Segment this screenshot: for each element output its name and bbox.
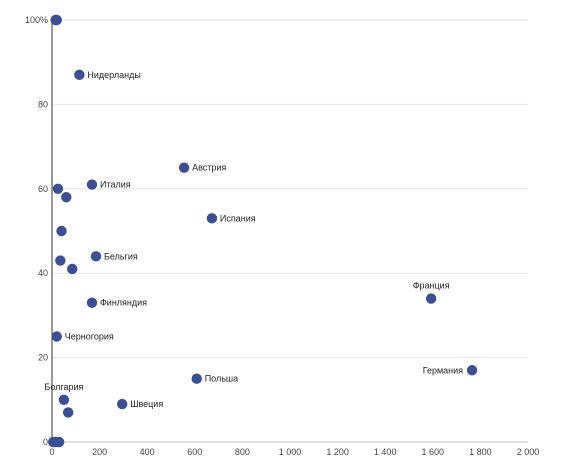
x-tick-label: 400 bbox=[140, 447, 155, 457]
data-point bbox=[86, 297, 98, 308]
point-label: Германия bbox=[423, 365, 463, 375]
y-axis-ticks: 0 20 40 60 80 100% bbox=[25, 15, 48, 447]
data-point bbox=[52, 183, 64, 194]
data-point bbox=[62, 407, 74, 418]
point-label: Болгария bbox=[44, 382, 83, 392]
x-tick-label: 1 000 bbox=[279, 447, 302, 457]
x-tick-label: 600 bbox=[187, 447, 202, 457]
y-tick-label: 20 bbox=[38, 353, 48, 363]
data-point bbox=[51, 14, 62, 26]
point-label: Бельгия bbox=[104, 251, 138, 261]
point-label: Италия bbox=[100, 180, 131, 190]
data-point bbox=[117, 398, 128, 410]
point-label: Польша bbox=[205, 374, 238, 384]
data-point bbox=[206, 213, 218, 224]
y-tick-label: 40 bbox=[38, 268, 48, 278]
point-label: Австрия bbox=[192, 163, 226, 173]
x-tick-label: 1 600 bbox=[422, 447, 445, 457]
y-tick-label: 60 bbox=[38, 184, 48, 194]
x-axis-ticks: 0 200 400 600 800 1 000 1 200 1 400 1 600 1 800 2 … bbox=[49, 447, 539, 457]
data-points bbox=[47, 14, 478, 448]
point-label: Испания bbox=[220, 213, 256, 223]
x-tick-label: 1 400 bbox=[374, 447, 397, 457]
data-point bbox=[51, 331, 62, 342]
data-point bbox=[74, 69, 85, 81]
point-label: Франция bbox=[413, 281, 450, 291]
data-point bbox=[86, 179, 98, 190]
x-tick-label: 1 800 bbox=[469, 447, 492, 457]
x-tick-label: 2 000 bbox=[517, 447, 540, 457]
y-tick-label: 0 bbox=[43, 437, 48, 447]
y-tick-label: 100% bbox=[25, 15, 48, 25]
data-point bbox=[53, 436, 65, 448]
point-label: Черногория bbox=[65, 332, 114, 342]
data-point bbox=[178, 162, 190, 173]
point-label: Нидерланды bbox=[87, 70, 140, 80]
x-tick-label: 200 bbox=[92, 447, 107, 457]
point-label: Швеция bbox=[130, 399, 163, 409]
x-tick-label: 1 200 bbox=[326, 447, 349, 457]
data-point bbox=[56, 225, 67, 237]
data-point bbox=[466, 365, 478, 376]
data-point bbox=[90, 251, 102, 262]
axes bbox=[51, 20, 528, 443]
point-labels: Нидерланды Австрия Италия Испания Бельгия Фра… bbox=[44, 70, 463, 409]
x-tick-label: 0 bbox=[49, 447, 54, 457]
y-tick-label: 80 bbox=[38, 99, 48, 109]
data-point bbox=[67, 263, 78, 275]
data-point bbox=[61, 192, 72, 203]
grid-lines bbox=[52, 19, 528, 359]
data-point bbox=[58, 394, 70, 405]
data-point bbox=[191, 373, 202, 384]
x-tick-label: 800 bbox=[235, 447, 250, 457]
point-label: Финляндия bbox=[100, 298, 147, 308]
data-point bbox=[55, 255, 66, 266]
data-point bbox=[425, 293, 437, 304]
